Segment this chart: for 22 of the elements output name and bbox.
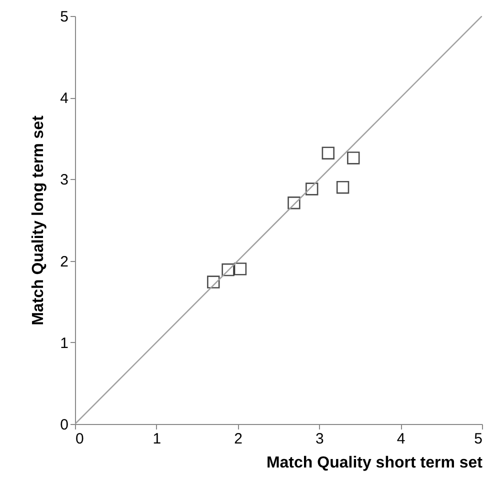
point <box>222 263 234 276</box>
point <box>288 196 300 210</box>
x-axis-title: Match Quality short term set <box>266 454 484 472</box>
y-tick-label: 5 <box>60 8 68 26</box>
y-axis-title: Match Quality long term set <box>30 114 48 326</box>
x-tick-label: 4 <box>396 430 406 448</box>
x-tick-label: 2 <box>234 430 242 448</box>
point <box>306 182 318 196</box>
y-tick-label: 4 <box>60 90 68 108</box>
point <box>207 276 220 288</box>
x-tick-label: 0 <box>76 430 84 448</box>
y-tick-label: 3 <box>60 172 68 189</box>
point <box>347 152 360 164</box>
point <box>234 262 247 276</box>
y-tick-label: 1 <box>60 334 68 352</box>
x-tick-label: 3 <box>316 430 324 448</box>
point <box>322 146 335 160</box>
x-tick-label: 1 <box>152 430 162 448</box>
y-tick-label: 0 <box>60 416 68 434</box>
point <box>336 181 350 194</box>
x-tick-label: 5 <box>474 430 482 448</box>
y-tick-label: 2 <box>60 253 68 270</box>
